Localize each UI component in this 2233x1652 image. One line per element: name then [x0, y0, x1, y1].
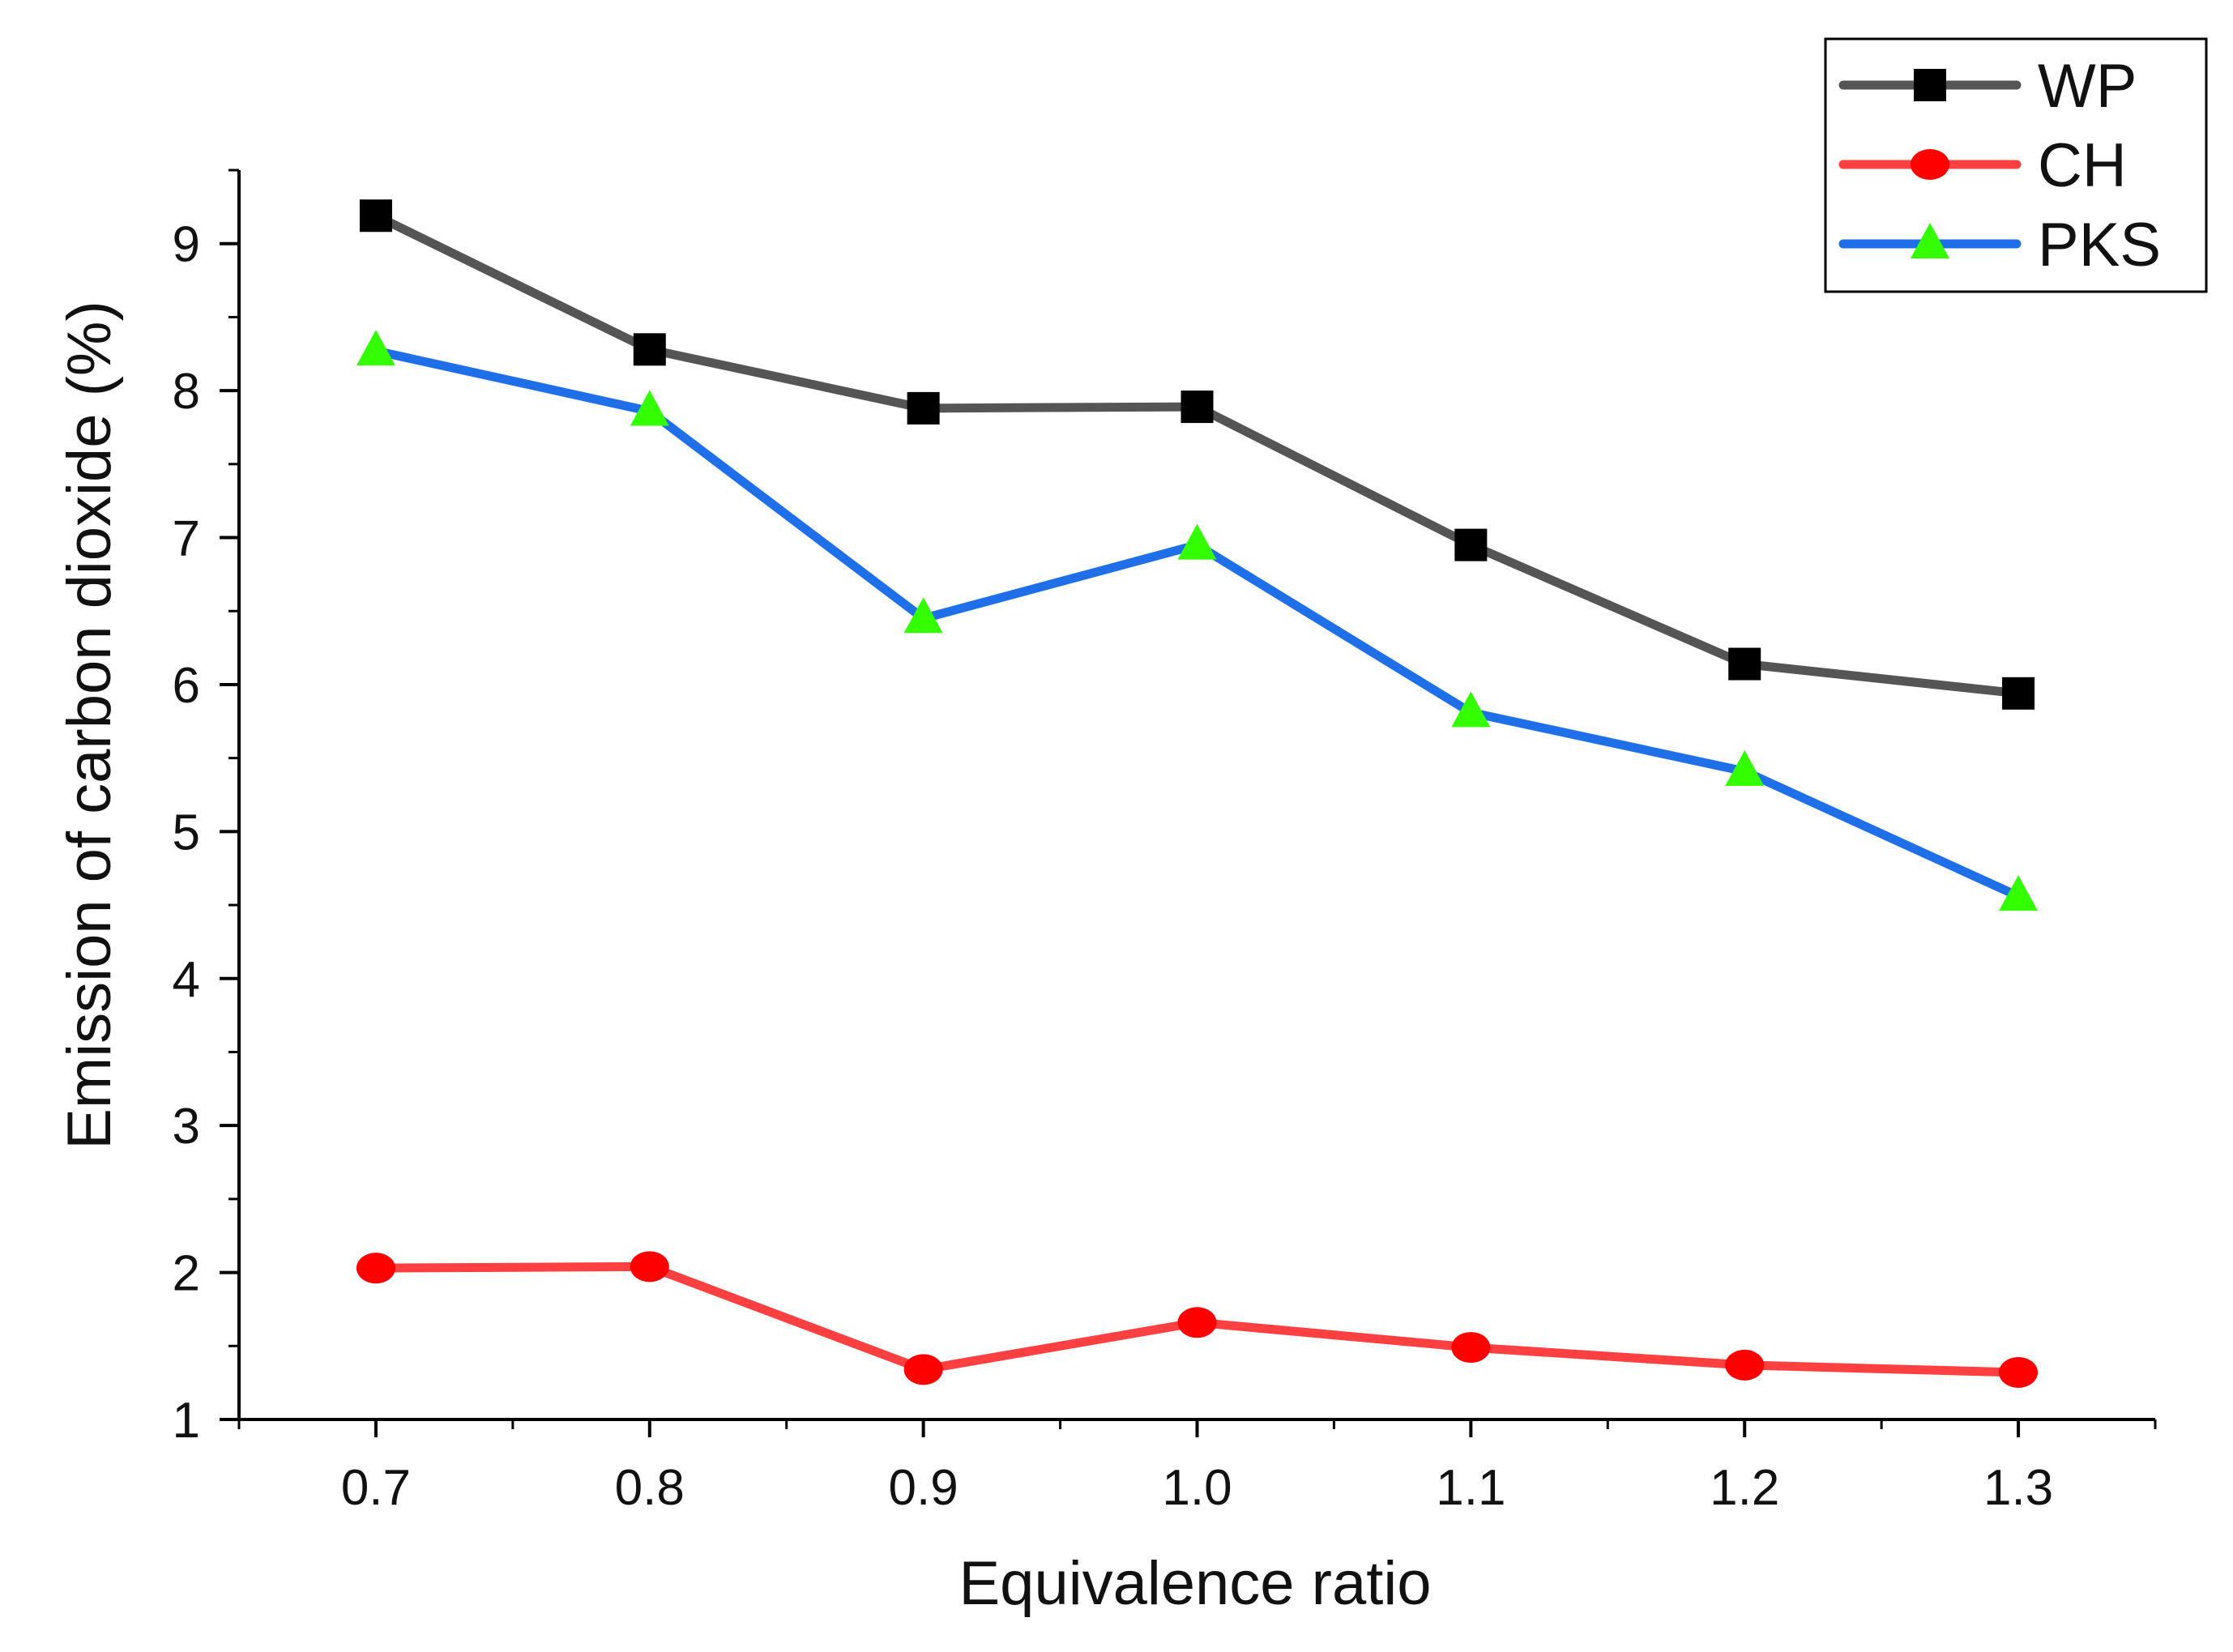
y-tick-label: 7: [173, 511, 200, 567]
pks-series-line: [371, 346, 2023, 901]
y-tick-label: 2: [173, 1246, 200, 1302]
x-tick-label: 0.8: [615, 1460, 685, 1516]
y-tick-label: 5: [173, 805, 200, 860]
y-axis-title: Emission of carbon dioxide (%): [55, 301, 124, 1150]
wp-data-point: [633, 333, 666, 366]
pks-legend-label: PKS: [2038, 211, 2161, 280]
x-axis-title: Equivalence ratio: [959, 1549, 1431, 1618]
wp-data-point: [2002, 677, 2035, 710]
y-tick-label: 9: [173, 217, 200, 273]
y-tick-label: 4: [173, 952, 200, 1008]
pks-data-point: [1451, 691, 1491, 728]
y-tick-label: 3: [173, 1099, 200, 1155]
ch-data-point: [1725, 1349, 1765, 1381]
x-tick-label: 0.7: [341, 1460, 411, 1516]
ch-legend-marker: [1911, 149, 1949, 180]
y-tick-label: 1: [173, 1393, 200, 1449]
x-tick-label: 1.2: [1710, 1460, 1779, 1516]
ch-data-point: [1451, 1332, 1491, 1364]
series-ch: [356, 1251, 2039, 1388]
wp-legend-marker: [1914, 69, 1946, 101]
pks-data-point: [1999, 875, 2039, 911]
wp-data-point: [907, 391, 940, 425]
legend-item-pks: PKS: [1838, 211, 2161, 280]
ch-data-point: [903, 1354, 943, 1385]
wp-data-point: [1181, 391, 1214, 424]
series-layer: [356, 199, 2039, 1388]
pks-data-point: [356, 330, 395, 366]
wp-data-point: [1454, 528, 1488, 561]
axes: 0.7 0.8 0.9 1.0 1.1 1.2 1.3 1 2 3 4 5 6 7 8 9: [173, 169, 2157, 1516]
wp-series-line: [371, 211, 2023, 698]
ch-data-point: [1177, 1307, 1217, 1338]
series-wp: [359, 199, 2035, 710]
x-tick-label: 0.9: [889, 1460, 959, 1516]
legend-item-wp: WP: [1838, 52, 2137, 121]
y-tick-label: 8: [173, 364, 200, 420]
ch-legend-label: CH: [2038, 131, 2127, 200]
legend-item-ch: CH: [1838, 131, 2127, 200]
y-tick-label: 6: [173, 658, 200, 714]
x-tick-label: 1.0: [1162, 1460, 1232, 1516]
pks-data-point: [903, 597, 943, 634]
x-tick-label: 1.3: [1983, 1460, 2053, 1516]
pks-data-point: [1725, 749, 1765, 786]
legend: WP CH PKS: [1824, 37, 2208, 293]
wp-legend-label: WP: [2038, 52, 2137, 121]
wp-data-point: [1728, 647, 1761, 681]
wp-data-point: [359, 199, 392, 233]
ch-data-point: [1999, 1356, 2039, 1388]
pks-data-point: [630, 390, 669, 426]
pks-data-point: [1177, 523, 1217, 560]
ch-data-point: [356, 1253, 395, 1284]
x-tick-label: 1.1: [1436, 1460, 1505, 1516]
pks-legend-marker: [1911, 223, 1949, 258]
ch-data-point: [630, 1251, 669, 1283]
series-pks: [356, 330, 2039, 911]
